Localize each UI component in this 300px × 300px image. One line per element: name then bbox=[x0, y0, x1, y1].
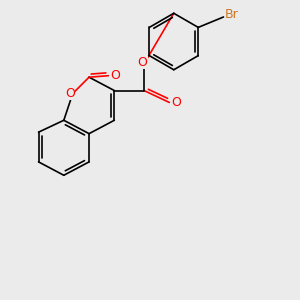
Text: O: O bbox=[65, 87, 75, 100]
Text: O: O bbox=[138, 56, 148, 69]
Text: O: O bbox=[110, 69, 120, 82]
Text: Br: Br bbox=[225, 8, 239, 21]
Text: O: O bbox=[171, 96, 181, 109]
